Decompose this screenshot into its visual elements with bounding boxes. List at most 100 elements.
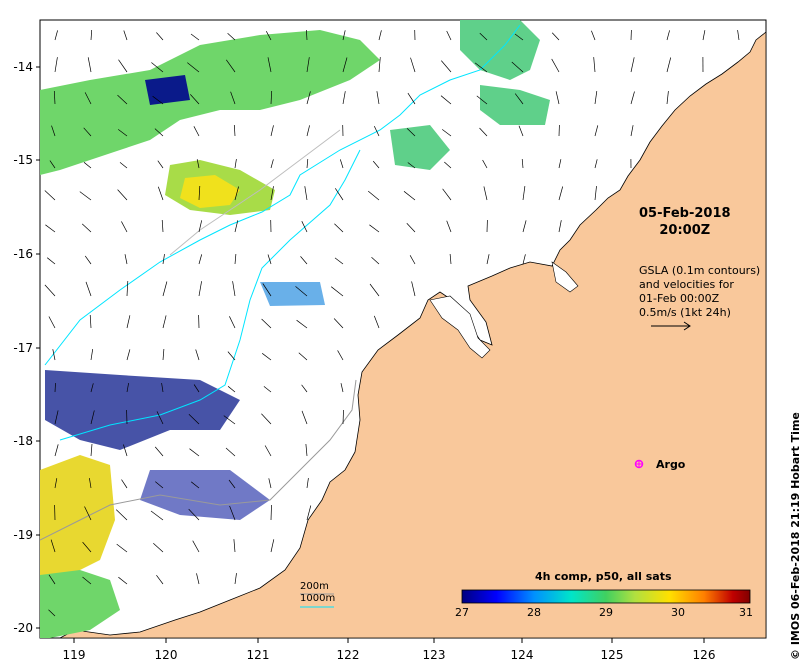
velocity-arrow [54, 382, 56, 393]
velocity-arrow [54, 30, 58, 41]
lon-label: 120 [155, 648, 178, 662]
velocity-arrow [409, 255, 416, 265]
velocity-arrow [52, 349, 56, 361]
king-sound [429, 295, 491, 359]
velocity-arrow [121, 479, 128, 489]
velocity-arrow [233, 124, 236, 137]
velocity-arrow [334, 223, 344, 233]
velocity-arrow [192, 540, 200, 553]
velocity-arrow [666, 91, 669, 105]
velocity-arrow [373, 125, 380, 137]
velocity-arrow [161, 219, 164, 233]
velocity-arrow [551, 32, 560, 41]
velocity-arrow [155, 481, 164, 489]
velocity-arrow [121, 221, 128, 233]
velocity-arrow [267, 57, 272, 73]
velocity-arrow [193, 126, 200, 137]
velocity-arrow [522, 254, 526, 265]
velocity-arrow [229, 505, 236, 521]
velocity-arrow [410, 57, 416, 73]
lon-label: 126 [693, 648, 716, 662]
velocity-arrow [263, 386, 272, 393]
velocity-arrow [90, 349, 94, 361]
velocity-arrow [54, 57, 58, 73]
velocity-arrow [150, 510, 164, 521]
velocity-arrow [157, 186, 164, 201]
velocity-arrow [342, 30, 346, 41]
velocity-arrow [156, 411, 164, 425]
velocity-arrow [440, 95, 452, 105]
velocity-arrow [188, 414, 200, 425]
argo-label: Argo [656, 458, 686, 471]
velocity-arrow [474, 62, 488, 73]
colorbar-tick: 30 [671, 606, 685, 619]
lat-label: -15 [13, 153, 33, 167]
lat-axis: -14 -15 -16 -17 -18 -19 -20 [13, 60, 40, 635]
velocity-arrow [482, 159, 488, 169]
velocity-arrow [162, 348, 165, 361]
velocity-arrow [261, 413, 272, 425]
bay-notch [551, 261, 579, 293]
velocity-arrow [301, 410, 308, 425]
velocity-arrow [486, 254, 490, 265]
velocity-arrow [198, 185, 201, 201]
velocity-arrow [44, 190, 56, 201]
date-line-1: 05-Feb-2018 [639, 206, 731, 221]
sst-patch-hot [180, 175, 240, 208]
velocity-arrow [46, 257, 56, 265]
map-date: 05-Feb-2018 20:00Z [639, 205, 731, 239]
sst-patch-dark [145, 75, 190, 105]
velocity-arrow [267, 254, 272, 265]
velocity-arrow [195, 349, 200, 361]
velocity-arrow [441, 60, 452, 73]
velocity-arrow [126, 280, 129, 297]
velocity-arrow [378, 57, 381, 73]
velocity-arrow [162, 254, 165, 265]
velocity-arrow [193, 384, 200, 393]
lon-label: 125 [601, 648, 624, 662]
contour-200m [40, 379, 357, 541]
velocity-arrow [234, 220, 239, 233]
velocity-arrow [226, 59, 236, 73]
velocity-arrow [82, 541, 92, 553]
colorbar [461, 589, 751, 604]
velocity-arrow [82, 576, 92, 585]
velocity-arrow [630, 91, 635, 105]
velocity-arrow [298, 352, 308, 361]
velocity-arrow [446, 30, 452, 41]
velocity-arrow [270, 186, 274, 201]
velocity-arrow [115, 509, 128, 521]
velocity-arrow [84, 506, 92, 521]
colorbar-tick: 27 [455, 606, 469, 619]
colorbar-tick: 28 [527, 606, 541, 619]
velocity-arrow [446, 220, 452, 233]
velocity-arrow [702, 30, 706, 41]
sst-patch-north [40, 30, 380, 175]
velocity-arrow [198, 254, 203, 265]
velocity-arrow [630, 125, 634, 137]
velocity-arrow [51, 125, 56, 137]
velocity-arrow [187, 62, 200, 73]
colorbar-title: 4h comp, p50, all sats [535, 570, 672, 583]
velocity-arrow [337, 350, 344, 361]
velocity-arrow [234, 159, 237, 169]
velocity-arrow [301, 221, 308, 233]
velocity-arrow [156, 574, 164, 585]
lon-axis: 119 120 121 122 123 124 125 126 [63, 638, 716, 662]
velocity-arrow [229, 316, 236, 329]
argo-marker-icon [634, 459, 644, 469]
velocity-arrow [594, 186, 597, 201]
velocity-arrow [234, 186, 239, 201]
velocity-arrow [198, 220, 203, 233]
legend-line-2: and velocities for [639, 278, 734, 291]
velocity-arrow [116, 543, 128, 553]
velocity-arrow [261, 318, 272, 329]
velocity-arrow [118, 576, 128, 585]
velocity-arrow [83, 127, 92, 137]
velocity-arrow [54, 410, 59, 425]
lon-label: 119 [63, 648, 86, 662]
velocity-arrow [157, 160, 164, 169]
velocity-arrow [89, 478, 92, 489]
lat-label: -18 [13, 434, 33, 448]
velocity-arrow [270, 539, 275, 553]
